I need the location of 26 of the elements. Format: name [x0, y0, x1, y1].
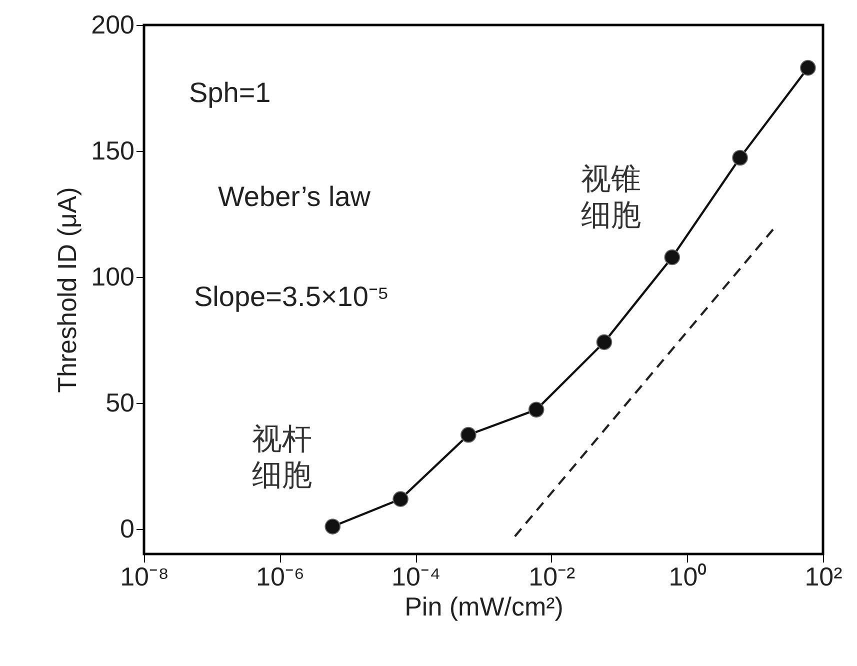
point — [324, 518, 341, 534]
point — [528, 402, 544, 418]
point — [664, 249, 680, 266]
point — [460, 426, 476, 443]
x-axis-title: Pin (mW/cm²) — [404, 592, 564, 622]
point — [392, 491, 408, 507]
x-tick-label: 10² — [804, 562, 843, 592]
y-tick-label: 50 — [106, 387, 134, 418]
x-tick-label: 10⁻⁸ — [120, 562, 169, 592]
annotation: Sph=1 — [189, 77, 271, 108]
y-tick-label: 150 — [91, 135, 134, 166]
annotation: Weber’s law — [218, 181, 372, 212]
x-tick-label: 10⁻⁶ — [256, 562, 305, 592]
annotation: 视杆细胞 — [252, 423, 312, 492]
y-axis-title: Threshold ID (μA) — [52, 187, 82, 393]
x-tick-label: 10⁻² — [528, 562, 576, 592]
y-tick-label: 0 — [120, 513, 134, 544]
x-tick-label: 10⁰ — [668, 562, 707, 592]
y-tick-label: 100 — [91, 261, 134, 292]
point — [800, 60, 816, 76]
x-tick-label: 10⁻⁴ — [392, 562, 441, 592]
y-tick-label: 200 — [91, 10, 134, 40]
point — [596, 334, 612, 350]
point — [732, 150, 748, 166]
annotation: Slope=3.5×10⁻⁵ — [194, 281, 389, 312]
annotation: 视锥细胞 — [581, 163, 641, 232]
